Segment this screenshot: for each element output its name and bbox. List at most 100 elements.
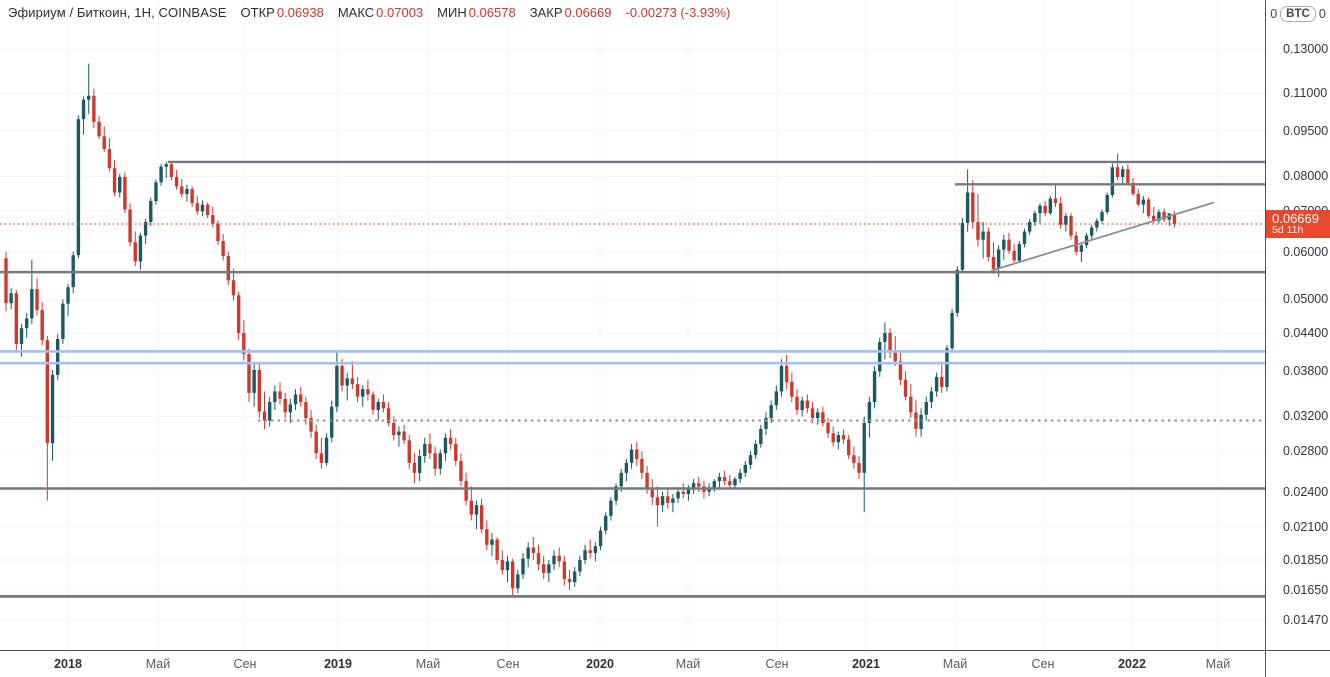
time-tick-month-label: Май — [675, 657, 701, 671]
open-value: 0.06938 — [276, 5, 324, 20]
candle-body — [940, 376, 944, 387]
candle-body — [1141, 199, 1146, 205]
candle-body — [319, 453, 324, 463]
candle-body — [1017, 243, 1022, 261]
candle-body — [190, 189, 194, 204]
candle-body — [924, 402, 928, 415]
candle-body — [407, 440, 411, 463]
candle-body — [123, 176, 127, 210]
candle-body — [1038, 205, 1042, 214]
candle-body — [991, 256, 996, 269]
price-axis[interactable]: 0.130000.110000.095000.080000.070000.060… — [1265, 0, 1330, 650]
last-price-value: 0.06669 — [1272, 211, 1319, 226]
candle-body — [738, 472, 742, 479]
candle-body — [92, 95, 96, 122]
candle-body — [386, 408, 391, 424]
candle-body — [1007, 239, 1011, 251]
ascending-trendline-drawing[interactable] — [990, 201, 1215, 272]
candle-body — [578, 559, 582, 572]
candle-body — [459, 460, 463, 482]
candle-body — [655, 497, 660, 506]
candle-body — [1110, 167, 1115, 195]
candle-body — [304, 402, 308, 419]
candle-body — [841, 435, 846, 440]
unit-right-digit: 0 — [1318, 7, 1326, 21]
candle-body — [221, 241, 225, 257]
candle-body — [1033, 213, 1037, 223]
candle-body — [195, 203, 199, 212]
candle-body — [412, 462, 417, 473]
axis-corner-border — [1265, 650, 1266, 677]
candle-body — [893, 352, 897, 362]
price-tick-label: 0.13000 — [1283, 42, 1329, 57]
price-tick-label: 0.02800 — [1283, 444, 1329, 459]
symbol-title[interactable]: Эфириум / Биткоин, 1Н, COINBASE — [8, 5, 227, 20]
candle-body — [847, 439, 851, 456]
candle-body — [547, 564, 551, 574]
change-value: -0.00273 (-3.93%) — [625, 5, 731, 20]
candle-body — [433, 453, 437, 469]
candle-body — [454, 443, 458, 461]
price-tick-label: 0.01470 — [1283, 613, 1329, 628]
candle-body — [252, 369, 256, 393]
time-tick-month-label: Май — [415, 657, 441, 671]
candle-body — [247, 354, 251, 393]
candle-body — [810, 408, 815, 419]
time-tick-month-label: Сен — [1031, 657, 1055, 671]
candle-body — [790, 381, 794, 397]
candle-body — [30, 289, 34, 319]
candle-body — [1146, 199, 1151, 216]
time-tick-year-label: 2022 — [1118, 657, 1146, 671]
candle-body — [795, 396, 799, 410]
close-value: 0.06669 — [564, 5, 612, 20]
candlestick-chart-pane[interactable] — [0, 0, 1265, 650]
candle-body — [1002, 239, 1006, 250]
candle-body — [1090, 227, 1094, 236]
btc-unit-button[interactable]: BTC — [1280, 6, 1316, 22]
time-axis[interactable]: 2018 Май Сен 2019 Май Сен 2020 Май Сен 2021 Май Сен… — [0, 650, 1330, 677]
candle-body — [278, 391, 282, 399]
candle-body — [464, 481, 468, 501]
candle-body — [945, 348, 949, 387]
candle-body — [128, 209, 132, 243]
candle-body — [619, 472, 623, 487]
candle-body — [61, 303, 65, 339]
candle-body — [867, 402, 872, 424]
candle-body — [640, 458, 644, 473]
ohlc-low: МИН 0.06578 — [437, 5, 516, 20]
candle-body — [1136, 193, 1140, 205]
candle-body — [1048, 198, 1053, 214]
candle-body — [133, 242, 137, 262]
candle-body — [624, 462, 629, 473]
candle-body — [733, 478, 737, 486]
candle-body — [567, 579, 572, 583]
close-label: ЗАКР — [529, 5, 563, 20]
candle-body — [686, 488, 691, 494]
candle-body — [35, 289, 39, 311]
candle-body — [443, 437, 448, 454]
candle-body — [185, 189, 189, 194]
candle-body — [857, 462, 861, 473]
candle-body — [371, 394, 375, 410]
candle-body — [143, 222, 148, 236]
candle-body — [174, 176, 179, 187]
candle-body — [1172, 213, 1177, 224]
candle-body — [138, 235, 143, 262]
candle-body — [1053, 198, 1058, 204]
candle-body — [298, 394, 303, 403]
candle-body — [428, 443, 432, 454]
candle-body — [660, 496, 665, 506]
price-tick-label: 0.04400 — [1283, 325, 1329, 340]
candle-body — [257, 369, 262, 412]
candle-body — [97, 121, 101, 137]
candle-body — [583, 550, 587, 560]
candle-body — [510, 561, 515, 589]
candle-body — [474, 505, 479, 515]
open-label: ОТКР — [240, 5, 275, 20]
candle-body — [1162, 212, 1166, 220]
price-tick-label: 0.06000 — [1283, 244, 1329, 259]
price-tick-label: 0.05000 — [1283, 292, 1329, 307]
candle-body — [397, 431, 401, 436]
candle-body — [697, 483, 701, 487]
candle-body — [712, 481, 716, 488]
